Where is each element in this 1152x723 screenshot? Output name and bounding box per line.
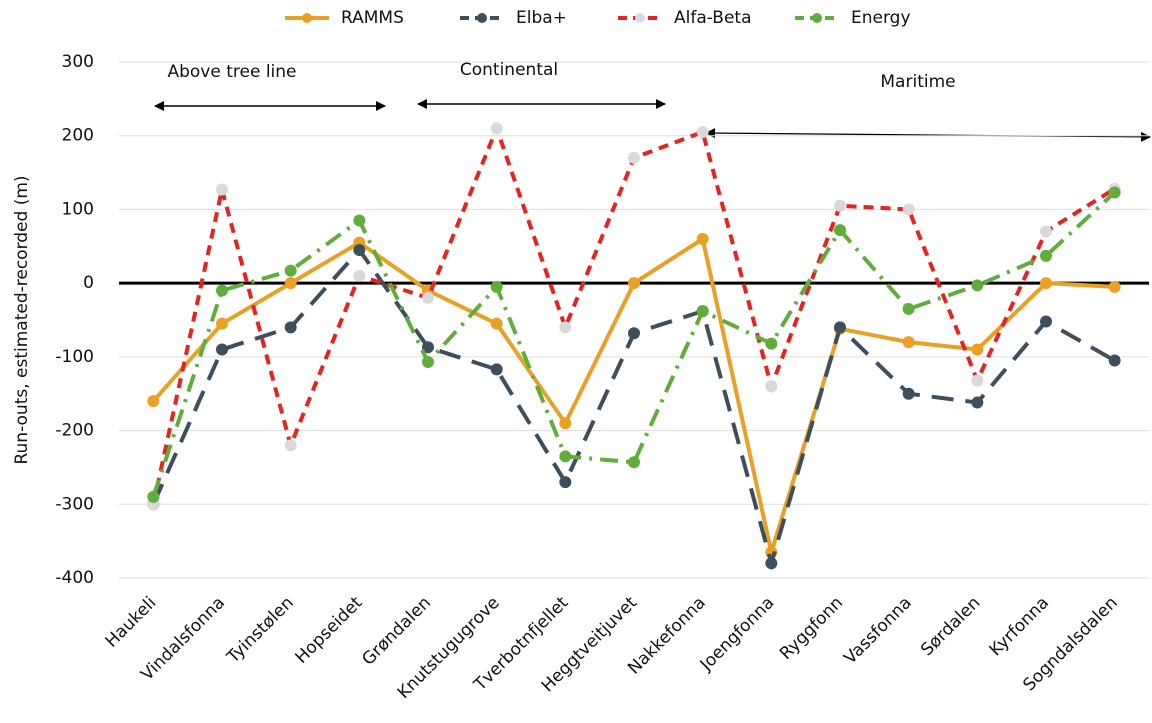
point — [971, 343, 984, 356]
x-tick-label: Haukeli — [102, 593, 161, 652]
legend-marker — [302, 13, 312, 23]
series — [147, 122, 1121, 511]
y-axis-label: Run-outs, estimated-recorded (m) — [12, 175, 32, 464]
point — [422, 356, 434, 369]
legend-label: Elba+ — [516, 8, 567, 28]
point — [1108, 280, 1121, 293]
point — [1040, 277, 1052, 290]
point — [284, 277, 297, 290]
point — [422, 341, 434, 354]
point — [422, 291, 434, 304]
series — [147, 186, 1121, 503]
point — [902, 302, 915, 315]
point — [147, 490, 160, 503]
point — [902, 336, 915, 349]
point — [1108, 186, 1121, 199]
x-tick-label: Joengfonna — [696, 593, 779, 676]
point — [834, 199, 846, 212]
x-tick-label: Sørdalen — [917, 593, 984, 660]
point — [353, 243, 366, 256]
annotation: Above tree line — [167, 62, 296, 82]
point — [353, 214, 366, 227]
point — [490, 363, 503, 376]
point — [902, 387, 915, 400]
point — [1040, 315, 1052, 328]
y-tick-label: 0 — [83, 273, 94, 293]
x-tick-label: Vassfonna — [840, 593, 916, 669]
point — [490, 317, 503, 330]
point — [284, 321, 297, 334]
y-tick-label: -300 — [55, 494, 94, 514]
point — [216, 284, 228, 297]
point — [696, 126, 709, 139]
point — [216, 343, 228, 356]
point — [559, 476, 572, 489]
y-tick-label: 100 — [62, 199, 94, 219]
y-tick-label: 300 — [62, 52, 94, 72]
point — [971, 279, 984, 292]
point — [902, 203, 915, 216]
point — [628, 151, 640, 164]
legend-label: Alfa-Beta — [674, 8, 752, 28]
point — [765, 337, 778, 350]
point — [834, 321, 846, 334]
series-line — [151, 191, 1117, 498]
series — [147, 232, 1121, 561]
region-arrow — [705, 128, 1151, 142]
point — [834, 224, 846, 237]
x-tick-label: Hopseidet — [291, 593, 366, 668]
legend-marker — [477, 13, 487, 23]
point — [216, 317, 228, 330]
series-line — [151, 246, 1116, 571]
point — [696, 305, 709, 318]
annotation: Maritime — [880, 72, 955, 92]
legend-marker — [812, 13, 822, 23]
x-tick-label: Ryggfonn — [776, 593, 847, 664]
point — [559, 450, 572, 463]
legend-marker — [635, 13, 645, 23]
point — [628, 327, 640, 340]
point — [559, 417, 572, 430]
legend-label: RAMMS — [341, 8, 404, 28]
point — [284, 264, 297, 277]
point — [628, 456, 640, 469]
point — [1040, 249, 1052, 262]
point — [971, 396, 984, 409]
point — [490, 280, 503, 293]
region-arrows — [154, 99, 1151, 142]
y-tick-label: -200 — [55, 421, 94, 441]
point — [284, 439, 297, 452]
point — [559, 321, 572, 334]
point — [696, 232, 709, 245]
y-tick-label: 200 — [62, 126, 94, 146]
point — [628, 277, 640, 290]
point — [216, 183, 228, 196]
legend-label: Energy — [851, 8, 911, 28]
point — [1108, 354, 1121, 367]
x-tick-label: Kyrfonna — [986, 593, 1053, 660]
point — [147, 395, 160, 408]
x-tick-label: Tyinstølen — [223, 593, 298, 668]
point — [765, 557, 778, 570]
series-line — [151, 122, 1116, 505]
annotation: Continental — [460, 60, 558, 80]
point — [490, 122, 503, 135]
y-tick-label: -100 — [55, 347, 94, 367]
series — [147, 243, 1121, 571]
y-tick-label: -400 — [55, 568, 94, 588]
point — [353, 269, 366, 282]
point — [971, 374, 984, 387]
point — [1040, 225, 1052, 238]
point — [765, 380, 778, 393]
